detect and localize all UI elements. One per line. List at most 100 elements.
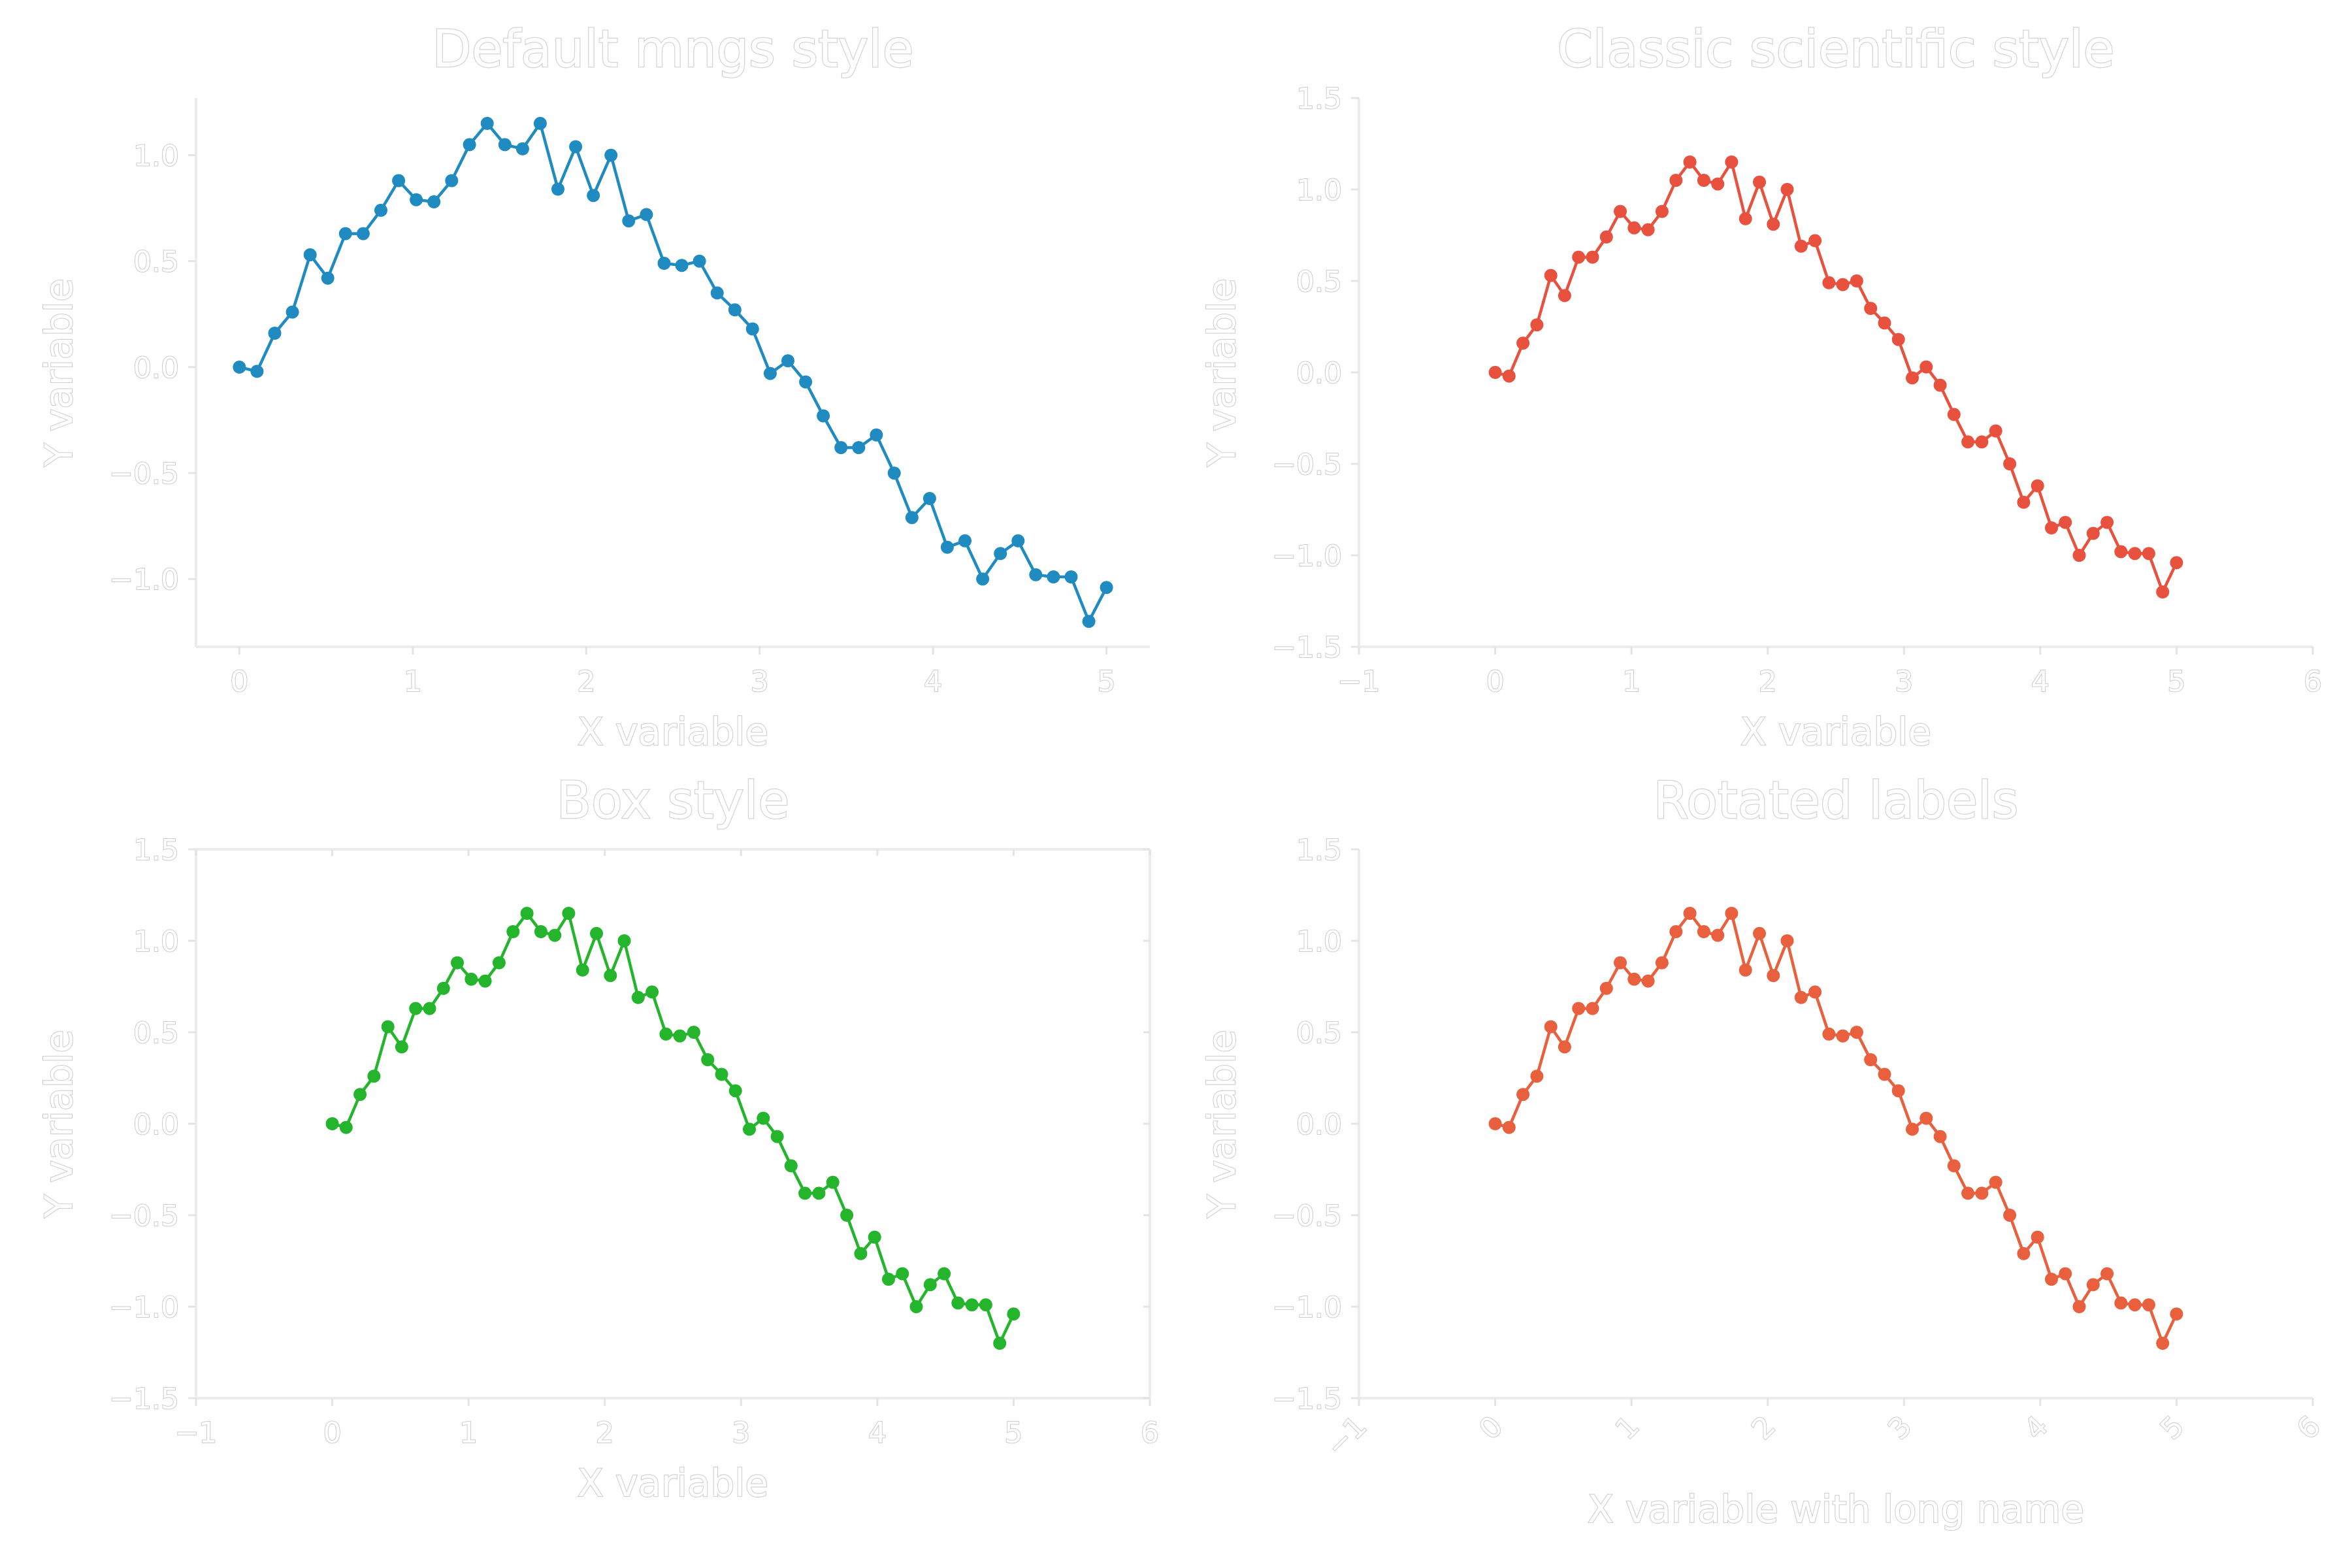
data-point	[1007, 1307, 1021, 1321]
data-point	[1906, 1122, 1919, 1136]
x-tick-label: 2	[577, 665, 595, 698]
data-point	[268, 327, 282, 340]
data-point	[515, 142, 529, 155]
y-axis-label: Y variable	[1200, 278, 1244, 467]
data-point	[1683, 155, 1697, 169]
data-point	[1906, 371, 1919, 385]
data-point	[451, 956, 464, 970]
data-point	[1808, 234, 1822, 248]
y-tick-label: 0.5	[1296, 1017, 1342, 1050]
y-tick-label: 0.0	[1296, 1108, 1342, 1141]
y-tick-label: 1.0	[133, 925, 179, 958]
data-point	[657, 257, 671, 270]
data-point	[498, 138, 512, 152]
data-point	[868, 1230, 881, 1244]
data-point	[1725, 907, 1739, 920]
x-tick-label: 1	[1622, 665, 1641, 698]
data-point	[465, 972, 478, 986]
data-point	[1933, 1130, 1947, 1143]
data-point	[2170, 1307, 2183, 1321]
data-point	[325, 1117, 339, 1130]
data-point	[781, 354, 794, 368]
data-point	[436, 981, 450, 995]
data-point	[445, 174, 459, 188]
data-point	[1502, 369, 1516, 383]
data-point	[757, 1111, 770, 1125]
data-point	[728, 1084, 742, 1098]
subplot-1: Default mngs style 0 1 2 3 4 5 −1.0 −0.5 0.0 0.5 1.…	[36, 20, 1150, 755]
data-point	[631, 990, 645, 1004]
y-tick-label: −0.5	[1272, 448, 1342, 482]
chart-title: Default mngs style	[432, 20, 913, 79]
data-point	[1975, 1186, 1989, 1200]
data-point	[356, 227, 370, 240]
data-point	[622, 214, 636, 228]
data-point	[1502, 1120, 1516, 1134]
y-tick-label: 0.0	[133, 351, 179, 385]
data-point	[1586, 250, 1599, 264]
data-point	[1989, 424, 2002, 438]
data-point	[533, 116, 547, 130]
data-point	[1558, 289, 1571, 302]
y-tick-label: 0.0	[1296, 357, 1342, 390]
data-point	[923, 492, 936, 505]
data-point	[2003, 457, 2017, 470]
data-point	[940, 540, 954, 554]
x-tick-label: −1	[175, 1416, 218, 1450]
x-tick-label: 3	[1895, 665, 1913, 698]
data-point	[2086, 1278, 2100, 1292]
data-point	[1836, 278, 1850, 291]
data-point	[812, 1186, 826, 1200]
data-point	[834, 441, 848, 455]
data-point	[1530, 318, 1544, 332]
data-point	[2100, 515, 2114, 529]
data-point	[2072, 1300, 2086, 1313]
data-point	[1516, 1088, 1530, 1102]
data-point	[887, 466, 901, 480]
data-point	[1919, 360, 1933, 374]
data-point	[1641, 223, 1655, 237]
data-point	[1614, 204, 1627, 218]
x-tick-label: 4	[868, 1416, 887, 1450]
data-point	[353, 1088, 367, 1102]
data-point	[905, 511, 919, 525]
y-tick-label: 0.5	[133, 246, 179, 279]
data-point	[728, 303, 742, 317]
x-tick-label: 4	[924, 665, 942, 698]
chart-title: Rotated labels	[1654, 772, 2019, 830]
data-point	[1516, 336, 1530, 350]
data-point	[1530, 1070, 1544, 1083]
x-tick-label: 0	[1486, 665, 1505, 698]
subplot-3: Box style −1 0 1 2 3 4 5 6 −1.5 −1.0 −0.5 0.0 0.5 1.0 1…	[36, 771, 1160, 1506]
data-point	[1850, 274, 1863, 287]
data-point	[1586, 1002, 1599, 1015]
data-point	[548, 928, 562, 942]
data-point	[2100, 1267, 2114, 1281]
data-point	[1850, 1026, 1863, 1039]
data-point	[1891, 333, 1905, 346]
data-point	[1029, 568, 1043, 581]
y-tick-label: 1.5	[1296, 82, 1342, 116]
x-tick-label: 2	[596, 1416, 614, 1450]
y-tick-label: 1.0	[1296, 925, 1342, 958]
data-point	[1655, 204, 1669, 218]
data-point	[1961, 435, 1975, 449]
x-tick-label: 5	[1098, 665, 1116, 698]
data-point	[896, 1267, 909, 1281]
chart-title: Box style	[557, 772, 790, 830]
data-point	[1808, 985, 1822, 999]
data-point	[1989, 1175, 2002, 1189]
data-point	[1047, 570, 1060, 583]
data-point	[2156, 585, 2170, 598]
data-point	[2142, 547, 2155, 561]
data-point	[938, 1267, 951, 1281]
data-point	[1558, 1040, 1571, 1054]
data-point	[409, 1002, 423, 1015]
data-point	[321, 271, 335, 285]
data-point	[743, 1122, 756, 1136]
data-point	[1599, 230, 1613, 244]
data-point	[1780, 183, 1794, 196]
data-point	[2017, 495, 2031, 509]
data-point	[423, 1002, 436, 1015]
data-point	[2059, 1267, 2072, 1281]
